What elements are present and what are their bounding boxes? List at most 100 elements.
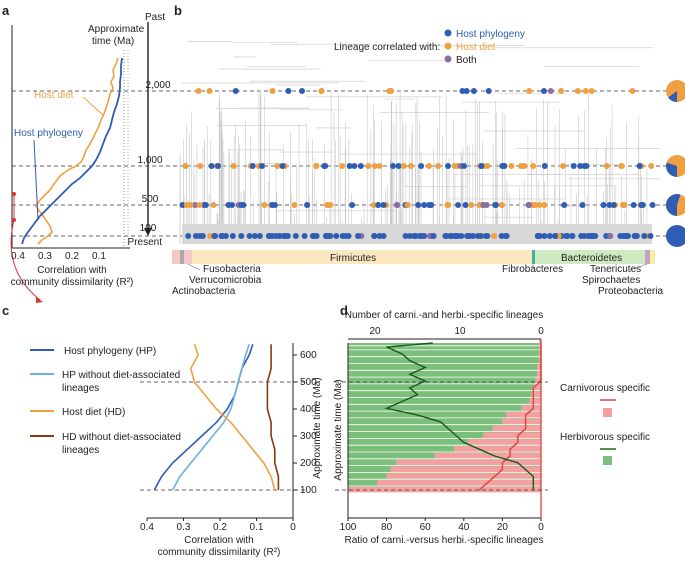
panel-d-bottom-tick-label: 80 xyxy=(381,522,393,533)
lineage-dots xyxy=(179,88,656,239)
panel-c-ytick-label: 400 xyxy=(300,404,317,415)
lineage-dot xyxy=(301,233,308,239)
lineage-dot xyxy=(309,233,316,239)
lineage-dot xyxy=(246,233,253,239)
time-axis-title-1: Approximate xyxy=(88,24,145,35)
carni-ratio-bar xyxy=(537,371,542,377)
red-connector-arrowhead xyxy=(36,297,43,303)
lineage-dot xyxy=(468,202,475,208)
past-label: Past xyxy=(145,12,165,23)
panel-letter-c: c xyxy=(2,303,9,318)
lineage-dot xyxy=(394,202,401,208)
lineage-dot xyxy=(229,233,236,239)
lineage-dot xyxy=(210,202,217,208)
panel-c-ytick-label: 100 xyxy=(300,485,317,496)
panel-d-ylabel: Approximate time (Ma) xyxy=(333,379,344,480)
panel-letter-b: b xyxy=(174,3,182,18)
panel-d-bottom-tick-label: 60 xyxy=(420,522,432,533)
carni-ratio-bar xyxy=(386,473,541,479)
lineage-dot xyxy=(375,202,382,208)
lineage-dot xyxy=(521,163,528,169)
lineage-dot xyxy=(618,163,625,169)
host-diet-pointer xyxy=(82,96,105,117)
lineage-dot xyxy=(355,233,361,239)
time-tick-500: 500 xyxy=(142,194,159,205)
time-tick-2000: 2,000 xyxy=(145,80,170,91)
lineage-dot xyxy=(564,233,571,239)
pie-phylogeny-slice xyxy=(666,194,681,216)
panel-d-top-tick-10: 10 xyxy=(454,326,466,337)
legend-dot-diet xyxy=(444,42,452,50)
host-phylogeny-label: Host phylogeny xyxy=(14,128,83,139)
carni-ratio-bar xyxy=(454,446,542,452)
lineage-dot xyxy=(629,88,636,94)
lineage-dot xyxy=(418,163,425,169)
carni-ratio-bar xyxy=(492,425,542,432)
lineage-dot xyxy=(313,163,320,169)
panel-a-xtick-0.2: 0.2 xyxy=(65,251,79,262)
legend-label-diet: Host diet xyxy=(456,42,496,53)
lineage-dot xyxy=(547,88,554,94)
lineage-dot xyxy=(179,202,186,208)
lineage-dot xyxy=(207,233,214,239)
carni-ratio-bar xyxy=(467,439,541,445)
lineage-dot xyxy=(445,202,452,208)
carni-ratio-bar xyxy=(502,418,541,425)
lineage-dot xyxy=(526,88,533,94)
legend-d-carni-swatch xyxy=(603,408,612,417)
lineage-dot xyxy=(251,233,258,239)
panel-letter-a: a xyxy=(2,3,10,18)
phylum-bar-fibrobacteres xyxy=(532,250,535,264)
lineage-dot xyxy=(322,163,329,169)
lineage-dot xyxy=(461,163,467,169)
lineage-dot xyxy=(621,202,628,208)
legend-c-hd-nodiet-1: HD without diet-associated xyxy=(62,432,181,443)
lineage-dot xyxy=(390,163,396,169)
lineage-dot xyxy=(492,202,499,208)
lineage-dot xyxy=(215,163,221,169)
lineage-dot xyxy=(185,233,192,239)
carni-ratio-bar xyxy=(537,364,542,370)
lineage-dot xyxy=(229,202,235,208)
lineage-dot xyxy=(197,163,203,169)
phylum-bar-actinobacteria xyxy=(172,250,180,264)
carni-ratio-bar xyxy=(434,452,541,459)
lineage-dot xyxy=(462,202,469,208)
time-arrow-head xyxy=(144,228,152,236)
phylum-label-firmicutes: Firmicutes xyxy=(330,253,376,264)
carni-ratio-bar xyxy=(521,405,541,411)
phylum-label-fusobacteria: Fusobacteria xyxy=(203,264,261,275)
lineage-dot xyxy=(447,233,454,239)
lineage-dot xyxy=(219,233,226,239)
panel-a-xtick-0.4: 0.4 xyxy=(11,251,25,262)
panel-c-ytick-label: 500 xyxy=(300,377,317,388)
carni-ratio-bar xyxy=(529,398,542,404)
lineage-dot xyxy=(638,202,645,208)
phylum-bar-tenericutes xyxy=(645,250,650,264)
lineage-dot xyxy=(455,202,462,208)
lineage-dot xyxy=(560,163,567,169)
phylum-bar-firmicutes xyxy=(192,250,532,264)
lineage-dot xyxy=(371,163,378,169)
carni-ratio-bar xyxy=(483,432,541,438)
lineage-dot xyxy=(274,163,281,169)
host-diet-curve xyxy=(35,57,119,245)
panel-c-xtick-label: 0.2 xyxy=(213,522,227,533)
carni-ratio-bar xyxy=(539,350,541,357)
host-diet-label: Host diet xyxy=(34,90,74,101)
pie-charts xyxy=(666,80,685,247)
lineage-dot xyxy=(526,202,533,208)
lineage-dot xyxy=(370,202,377,208)
lineage-dot xyxy=(476,202,483,208)
panel-c-xticks: 0.4 0.3 0.2 0.1 0 xyxy=(140,518,296,533)
time-axis-title-2: time (Ma) xyxy=(92,36,134,47)
lineage-dot xyxy=(477,233,484,239)
lineage-dot xyxy=(536,233,543,239)
panel-a-xtick-0.1: 0.1 xyxy=(92,251,106,262)
lineage-dot xyxy=(617,233,624,239)
lineage-dot xyxy=(284,233,291,239)
lineage-dot xyxy=(636,163,643,169)
lineage-dot xyxy=(435,163,442,169)
lineage-dot xyxy=(541,233,548,239)
lineage-dot xyxy=(589,233,596,239)
